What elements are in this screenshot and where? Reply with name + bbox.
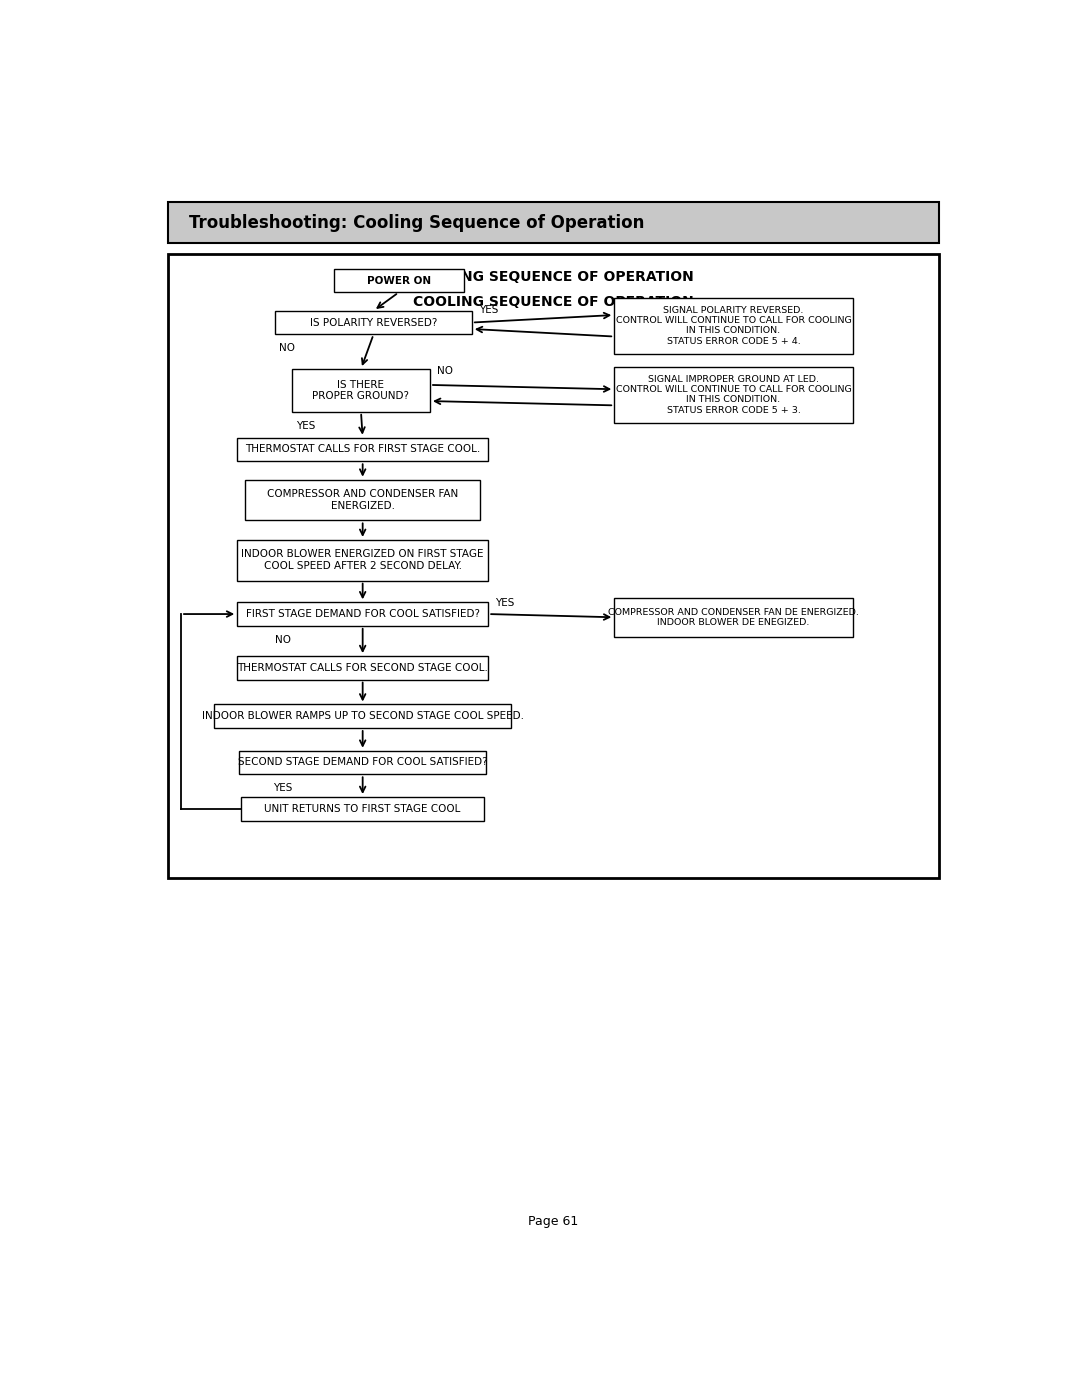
- Text: INDOOR BLOWER RAMPS UP TO SECOND STAGE COOL SPEED.: INDOOR BLOWER RAMPS UP TO SECOND STAGE C…: [202, 711, 524, 721]
- FancyBboxPatch shape: [239, 750, 486, 774]
- FancyBboxPatch shape: [245, 479, 480, 521]
- FancyBboxPatch shape: [275, 310, 472, 334]
- Text: COMPRESSOR AND CONDENSER FAN DE ENERGIZED.
INDOOR BLOWER DE ENEGIZED.: COMPRESSOR AND CONDENSER FAN DE ENERGIZE…: [608, 608, 859, 627]
- Text: UNIT RETURNS TO FIRST STAGE COOL: UNIT RETURNS TO FIRST STAGE COOL: [265, 803, 461, 813]
- FancyBboxPatch shape: [238, 539, 488, 581]
- Text: COMPRESSOR AND CONDENSER FAN
ENERGIZED.: COMPRESSOR AND CONDENSER FAN ENERGIZED.: [267, 489, 458, 511]
- Text: COOLING SEQUENCE OF OPERATION: COOLING SEQUENCE OF OPERATION: [414, 295, 693, 309]
- Text: THERMOSTAT CALLS FOR SECOND STAGE COOL.: THERMOSTAT CALLS FOR SECOND STAGE COOL.: [238, 662, 488, 673]
- FancyBboxPatch shape: [238, 437, 488, 461]
- FancyBboxPatch shape: [615, 366, 853, 422]
- Text: SIGNAL IMPROPER GROUND AT LED.
CONTROL WILL CONTINUE TO CALL FOR COOLING
IN THIS: SIGNAL IMPROPER GROUND AT LED. CONTROL W…: [616, 374, 851, 415]
- Text: SIGNAL POLARITY REVERSED.
CONTROL WILL CONTINUE TO CALL FOR COOLING
IN THIS COND: SIGNAL POLARITY REVERSED. CONTROL WILL C…: [616, 306, 851, 346]
- Text: Page 61: Page 61: [528, 1215, 579, 1228]
- FancyBboxPatch shape: [168, 254, 939, 877]
- FancyBboxPatch shape: [615, 598, 853, 637]
- Text: YES: YES: [495, 598, 514, 608]
- Text: COOLING SEQUENCE OF OPERATION: COOLING SEQUENCE OF OPERATION: [414, 271, 693, 285]
- Text: POWER ON: POWER ON: [366, 275, 431, 285]
- Text: NO: NO: [274, 634, 291, 645]
- Text: YES: YES: [296, 420, 315, 430]
- Text: YES: YES: [272, 784, 292, 793]
- FancyBboxPatch shape: [238, 602, 488, 626]
- FancyBboxPatch shape: [241, 796, 484, 820]
- Text: Troubleshooting: Cooling Sequence of Operation: Troubleshooting: Cooling Sequence of Ope…: [189, 214, 645, 232]
- Text: IS POLARITY REVERSED?: IS POLARITY REVERSED?: [310, 317, 437, 327]
- Text: SECOND STAGE DEMAND FOR COOL SATISFIED?: SECOND STAGE DEMAND FOR COOL SATISFIED?: [238, 757, 487, 767]
- Text: INDOOR BLOWER ENERGIZED ON FIRST STAGE
COOL SPEED AFTER 2 SECOND DELAY.: INDOOR BLOWER ENERGIZED ON FIRST STAGE C…: [242, 549, 484, 571]
- Text: FIRST STAGE DEMAND FOR COOL SATISFIED?: FIRST STAGE DEMAND FOR COOL SATISFIED?: [245, 609, 480, 619]
- Text: IS THERE
PROPER GROUND?: IS THERE PROPER GROUND?: [312, 380, 409, 401]
- FancyBboxPatch shape: [292, 369, 430, 412]
- FancyBboxPatch shape: [168, 203, 939, 243]
- Text: NO: NO: [280, 344, 296, 353]
- Text: THERMOSTAT CALLS FOR FIRST STAGE COOL.: THERMOSTAT CALLS FOR FIRST STAGE COOL.: [245, 444, 481, 454]
- FancyBboxPatch shape: [615, 298, 853, 353]
- FancyBboxPatch shape: [334, 268, 463, 292]
- FancyBboxPatch shape: [238, 657, 488, 680]
- FancyBboxPatch shape: [214, 704, 511, 728]
- Text: YES: YES: [478, 305, 498, 314]
- Text: NO: NO: [436, 366, 453, 376]
